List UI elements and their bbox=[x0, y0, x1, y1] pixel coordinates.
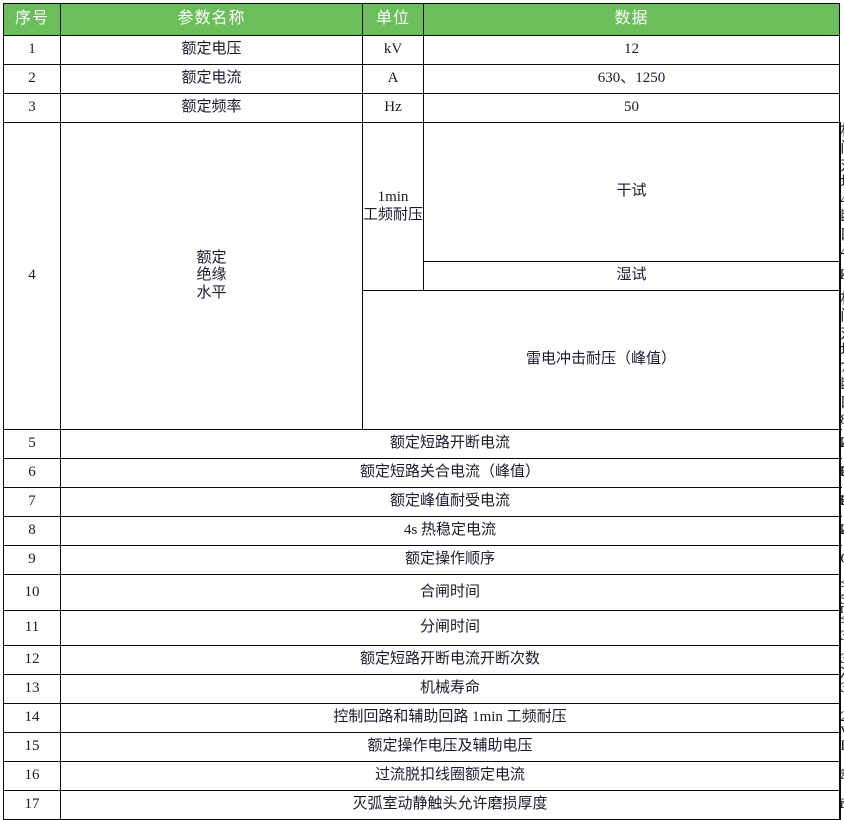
table-row: 5 额定短路开断电流 kA 20 25 bbox=[4, 430, 841, 459]
cell-data: 5 bbox=[840, 762, 841, 791]
table-row: 3 额定频率 Hz 50 bbox=[4, 94, 841, 123]
cell-data: 630、1250 bbox=[424, 65, 840, 94]
table-row: 8 4s 热稳定电流 kA 20 25 bbox=[4, 517, 841, 546]
cell-no: 4 bbox=[4, 123, 61, 430]
withstand-name-line-2: 工频耐压 bbox=[363, 207, 423, 224]
cell-param: 额定操作顺序 bbox=[61, 546, 840, 575]
cell-param: 过流脱扣线圈额定电流 bbox=[61, 762, 840, 791]
cell-data: ≤ 50 bbox=[840, 575, 841, 611]
cell-no: 3 bbox=[4, 94, 61, 123]
table-row: 9 额定操作顺序 O-0.3s-CO-180s-CO bbox=[4, 546, 841, 575]
cell-data: 3 bbox=[840, 791, 841, 820]
header-row: 序号 参数名称 单位 数据 bbox=[4, 4, 841, 36]
table-row: 14 控制回路和辅助回路 1min 工频耐压 V 2000 bbox=[4, 704, 841, 733]
insulation-label-line-1: 额定 bbox=[61, 250, 362, 267]
cell-no: 9 bbox=[4, 546, 61, 575]
cell-unit: Hz bbox=[363, 94, 424, 123]
table-row: 11 分闸时间 ≤ 30 bbox=[4, 610, 841, 646]
table-row: 15 额定操作电压及辅助电压 DC220/110 bbox=[4, 733, 841, 762]
cell-param: 额定操作电压及辅助电压 bbox=[61, 733, 840, 762]
cell-param: 额定频率 bbox=[61, 94, 363, 123]
table-row: 10 合闸时间 ms ≤ 50 bbox=[4, 575, 841, 611]
cell-param: 控制回路和辅助回路 1min 工频耐压 bbox=[61, 704, 840, 733]
cell-withstand-name: 1min 工频耐压 bbox=[363, 123, 424, 291]
cell-wet-test: 湿试 bbox=[424, 262, 840, 291]
table-row: 16 过流脱扣线圈额定电流 A 5 bbox=[4, 762, 841, 791]
cell-unit: kV bbox=[363, 36, 424, 65]
cell-param: 额定电流 bbox=[61, 65, 363, 94]
cell-dry-test: 干试 bbox=[424, 123, 840, 262]
cell-param: 额定短路开断电流开断次数 bbox=[61, 646, 840, 675]
cell-no: 14 bbox=[4, 704, 61, 733]
insulation-label-line-3: 水平 bbox=[61, 285, 362, 302]
table-row: 7 额定峰值耐受电流 kA 50 63 bbox=[4, 488, 841, 517]
cell-param: 额定短路关合电流（峰值） bbox=[61, 459, 840, 488]
cell-param: 机械寿命 bbox=[61, 675, 840, 704]
header-cell-no: 序号 bbox=[4, 4, 61, 36]
cell-no: 8 bbox=[4, 517, 61, 546]
table-row: 12 额定短路开断电流开断次数 次 30 bbox=[4, 646, 841, 675]
cell-no: 7 bbox=[4, 488, 61, 517]
cell-no: 15 bbox=[4, 733, 61, 762]
table-row: 17 灭弧室动静触头允许磨损厚度 mm 3 bbox=[4, 791, 841, 820]
cell-no: 1 bbox=[4, 36, 61, 65]
cell-impulse-name: 雷电冲击耐压（峰值） bbox=[363, 291, 840, 430]
cell-no: 5 bbox=[4, 430, 61, 459]
cell-no: 17 bbox=[4, 791, 61, 820]
table-body: 1 额定电压 kV 12 2 额定电流 A 630、1250 3 额定频率 Hz… bbox=[4, 36, 841, 820]
cell-no: 16 bbox=[4, 762, 61, 791]
cell-no: 10 bbox=[4, 575, 61, 611]
cell-insulation-group-label: 额定 绝缘 水平 bbox=[61, 123, 363, 430]
cell-no: 11 bbox=[4, 610, 61, 646]
cell-data: O-0.3s-CO-180s-CO bbox=[840, 546, 841, 575]
cell-data: 12 bbox=[424, 36, 840, 65]
cell-param: 灭弧室动静触头允许磨损厚度 bbox=[61, 791, 840, 820]
table-row: 2 额定电流 A 630、1250 bbox=[4, 65, 841, 94]
table-row: 6 额定短路关合电流（峰值） kA 50 63 bbox=[4, 459, 841, 488]
cell-no: 6 bbox=[4, 459, 61, 488]
cell-data: ≤ 30 bbox=[840, 610, 841, 646]
cell-unit: A bbox=[363, 65, 424, 94]
table-row: 1 额定电压 kV 12 bbox=[4, 36, 841, 65]
cell-no: 13 bbox=[4, 675, 61, 704]
cell-no: 12 bbox=[4, 646, 61, 675]
table-row-insulation: 4 额定 绝缘 水平 1min 工频耐压 干试 kV 相间、对地 42/ 断口 … bbox=[4, 123, 841, 262]
header-cell-param: 参数名称 bbox=[61, 4, 363, 36]
cell-no: 2 bbox=[4, 65, 61, 94]
withstand-name-line-1: 1min bbox=[363, 189, 423, 206]
cell-param: 4s 热稳定电流 bbox=[61, 517, 840, 546]
insulation-label-line-2: 绝缘 bbox=[61, 267, 362, 284]
specification-table: 序号 参数名称 单位 数据 1 额定电压 kV 12 2 额定电流 A 630、… bbox=[3, 3, 841, 820]
header-cell-unit: 单位 bbox=[363, 4, 424, 36]
cell-data: 50 bbox=[424, 94, 840, 123]
cell-param: 分闸时间 bbox=[61, 610, 840, 646]
cell-param: 额定短路开断电流 bbox=[61, 430, 840, 459]
table-header: 序号 参数名称 单位 数据 bbox=[4, 4, 841, 36]
cell-param: 额定电压 bbox=[61, 36, 363, 65]
table-row: 13 机械寿命 30000 bbox=[4, 675, 841, 704]
cell-param: 合闸时间 bbox=[61, 575, 840, 611]
header-cell-data: 数据 bbox=[424, 4, 840, 36]
cell-param: 额定峰值耐受电流 bbox=[61, 488, 840, 517]
